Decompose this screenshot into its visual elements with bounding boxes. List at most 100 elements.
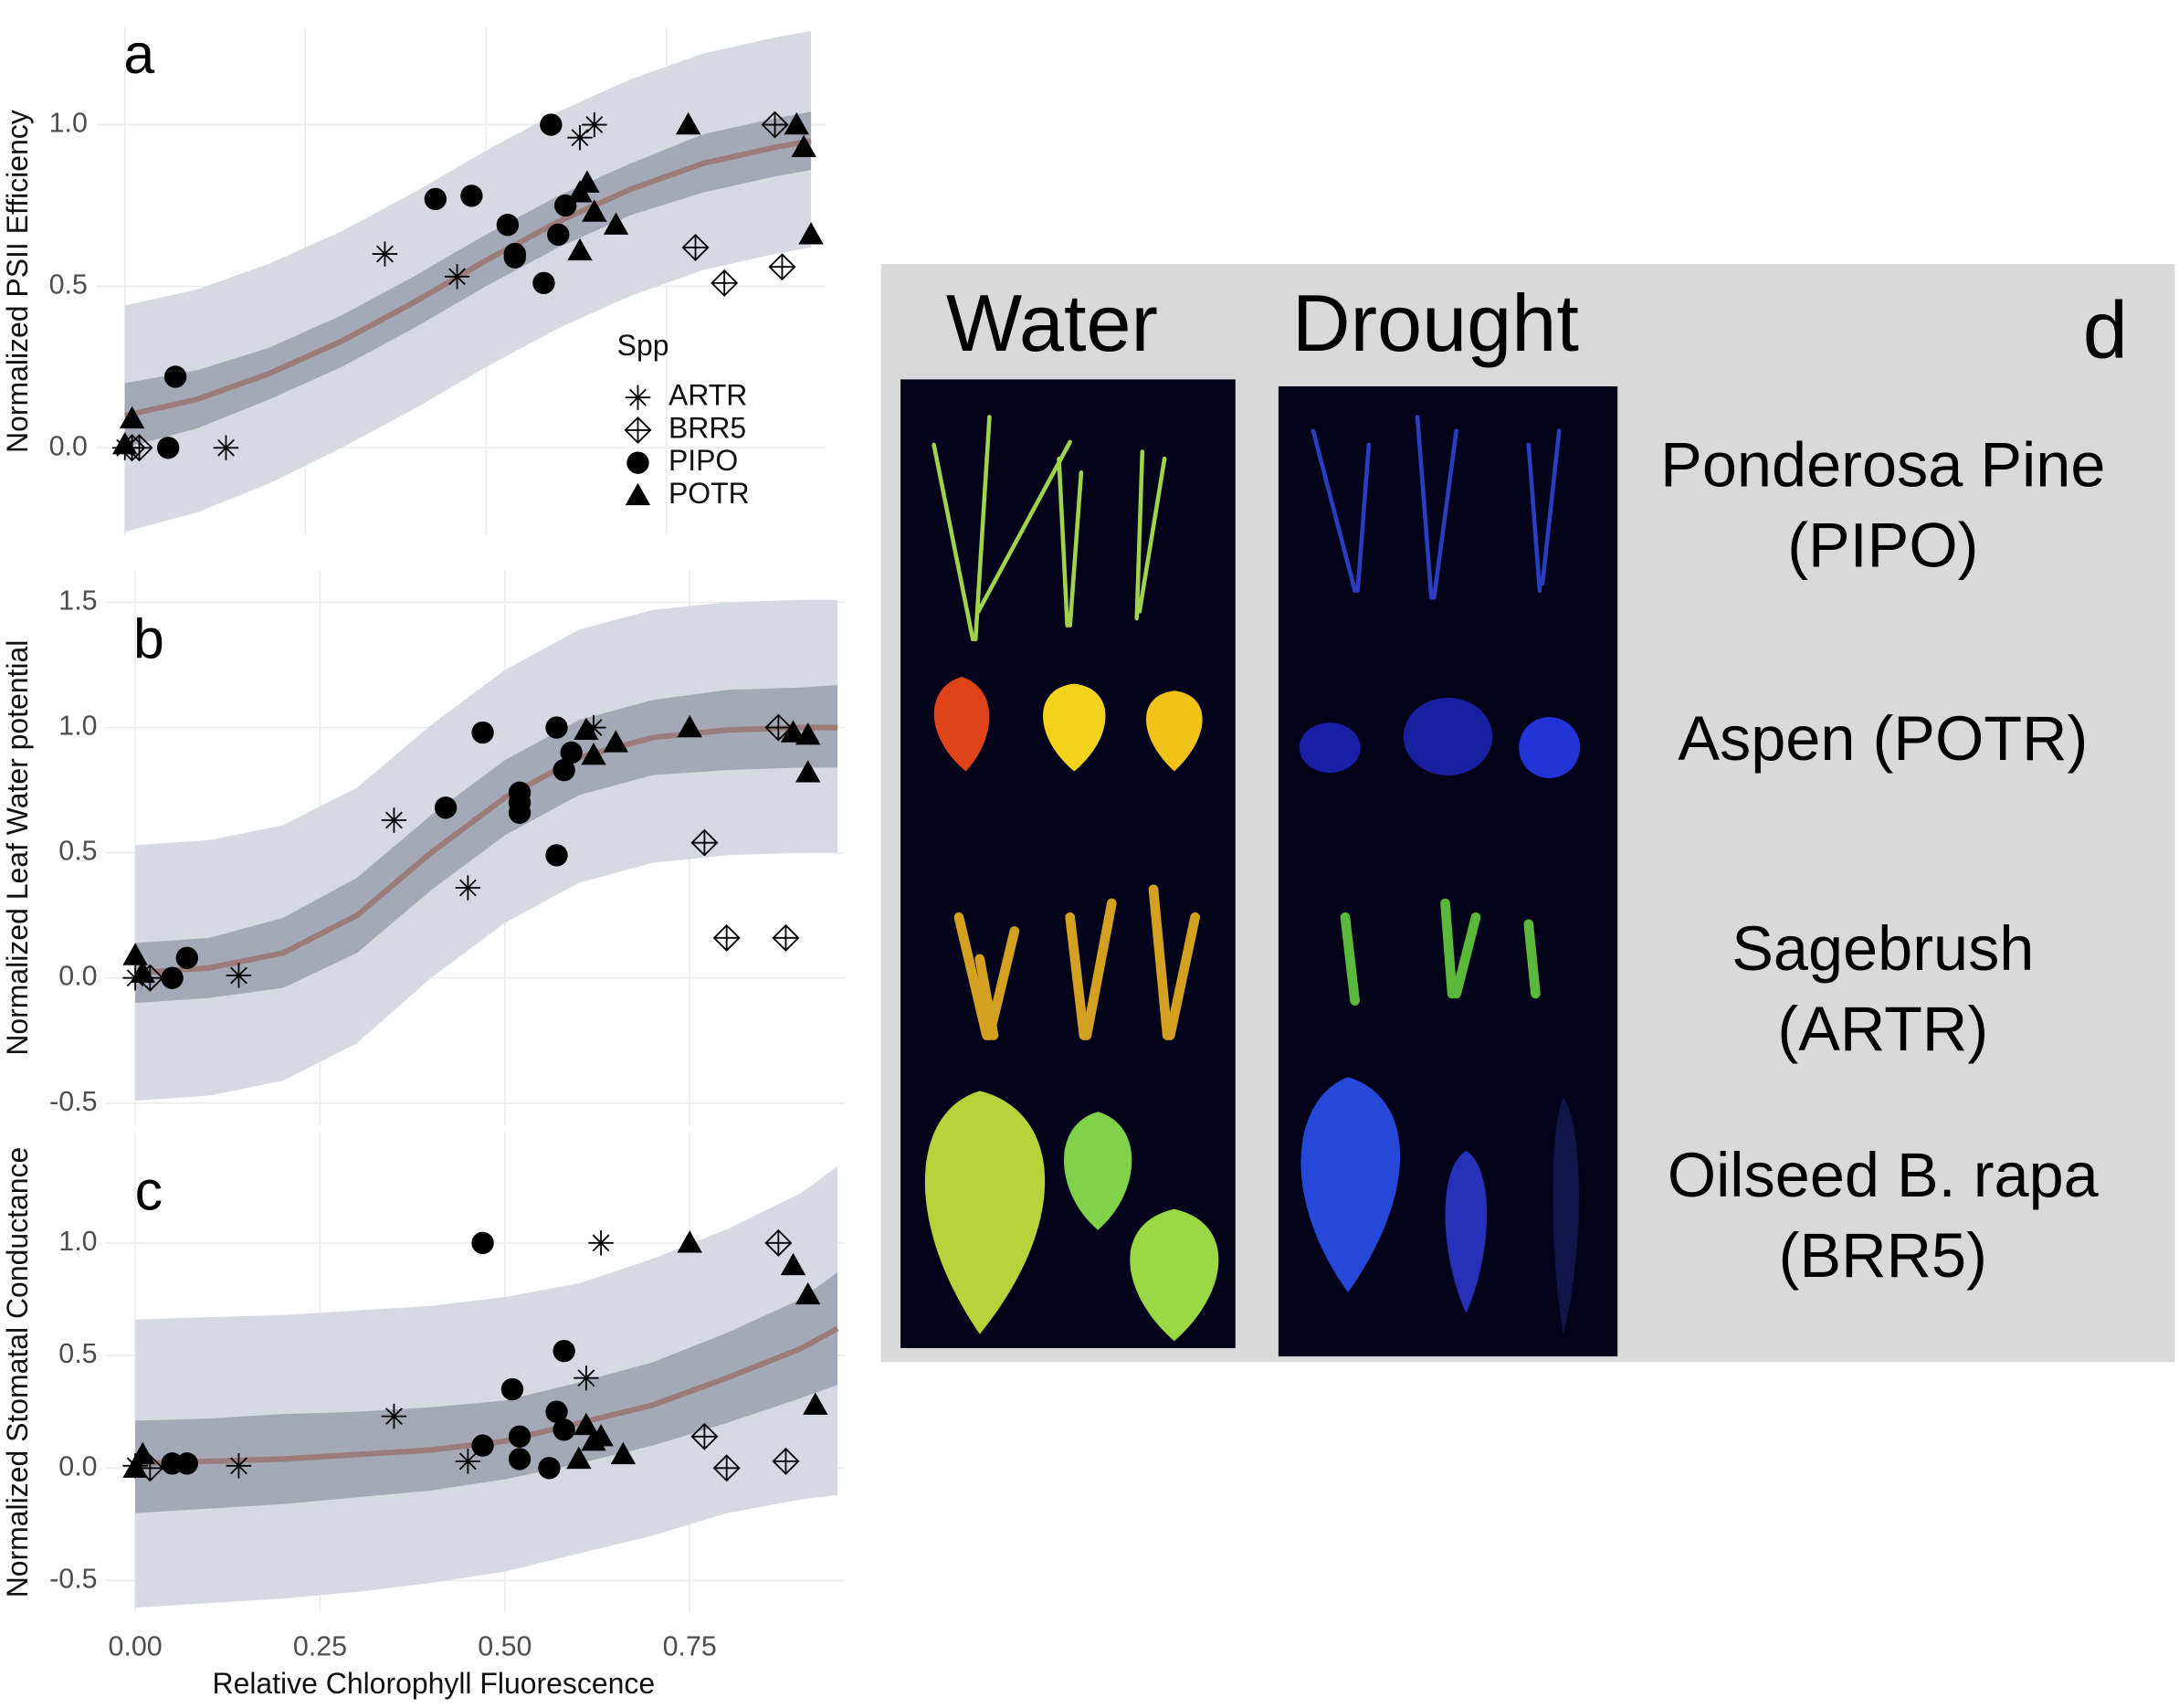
- row-label: Aspen (POTR): [1678, 703, 2088, 774]
- point: [455, 1449, 481, 1474]
- y-axis-title: Normalized Stomatal Conductance: [1, 1147, 34, 1598]
- row-label: (ARTR): [1777, 994, 1988, 1064]
- point: [574, 717, 599, 740]
- point: [772, 923, 800, 952]
- point: [553, 1418, 575, 1441]
- point: [161, 966, 184, 989]
- y-tick-label: 0.0: [58, 961, 97, 992]
- fit-line: [135, 1325, 839, 1467]
- point: [603, 212, 629, 235]
- point: [795, 760, 821, 783]
- point: [119, 406, 145, 429]
- point: [112, 432, 138, 455]
- point: [540, 113, 563, 136]
- point: [122, 1455, 148, 1478]
- panel-d: d Water Drought Ponderosa Pine (PIPO) Aspen (…: [880, 264, 2175, 1363]
- point: [681, 233, 710, 261]
- point: [582, 111, 607, 138]
- confidence-band: [135, 1271, 838, 1513]
- y-axis-title: Normalized Leaf Water potential: [1, 640, 34, 1056]
- panel-tag: d: [2083, 285, 2128, 375]
- point: [226, 963, 252, 988]
- y-axis-title: Normalized PSII Efficiency: [1, 110, 34, 453]
- y-tick-label: 0.5: [58, 836, 97, 867]
- legend-marker: [625, 385, 651, 410]
- point: [610, 1441, 637, 1465]
- point: [434, 796, 458, 819]
- point: [545, 1400, 568, 1423]
- point: [581, 743, 606, 765]
- point: [508, 1425, 532, 1448]
- y-tick-label: -0.5: [49, 1564, 97, 1595]
- column-label: Water: [946, 278, 1158, 368]
- point: [175, 946, 198, 969]
- point: [508, 801, 532, 824]
- point: [764, 1228, 793, 1257]
- point: [471, 721, 494, 744]
- point: [690, 1422, 719, 1450]
- point: [582, 199, 607, 222]
- point: [560, 741, 583, 764]
- point: [508, 1448, 532, 1471]
- legend-label: POTR: [668, 477, 750, 510]
- point: [803, 1392, 828, 1415]
- point: [532, 271, 555, 295]
- x-axis-title: Relative Chlorophyll Fluorescence: [213, 1667, 656, 1700]
- row-label: (PIPO): [1787, 511, 1978, 581]
- point: [780, 720, 806, 743]
- point: [381, 1403, 407, 1429]
- fit-line: [124, 138, 812, 418]
- point: [547, 223, 570, 246]
- point: [677, 1230, 702, 1253]
- point: [581, 714, 606, 741]
- x-tick-label: 0.00: [109, 1631, 163, 1662]
- point: [712, 923, 741, 952]
- point: [496, 214, 520, 237]
- legend-label: BRR5: [668, 411, 746, 444]
- point: [690, 828, 719, 857]
- water-plants: [924, 415, 1219, 1342]
- y-tick-label: -0.5: [49, 1086, 97, 1117]
- point: [574, 1365, 599, 1391]
- point: [764, 713, 793, 742]
- point: [780, 1252, 806, 1276]
- point: [213, 435, 239, 460]
- panel-tag: c: [135, 1160, 163, 1222]
- y-tick-label: 1.0: [58, 1226, 97, 1257]
- legend-marker: [625, 482, 651, 506]
- row-label: Sagebrush: [1732, 913, 2034, 984]
- point: [772, 1447, 800, 1475]
- x-tick-label: 0.25: [293, 1631, 347, 1662]
- point: [588, 1424, 614, 1447]
- panel-tag: b: [133, 608, 164, 670]
- y-tick-label: 1.0: [49, 108, 88, 139]
- point: [567, 237, 593, 261]
- drought-plants: [1299, 415, 1581, 1334]
- point: [574, 1412, 599, 1436]
- point: [795, 1281, 821, 1305]
- point: [675, 111, 701, 135]
- point: [768, 253, 796, 281]
- point: [712, 1454, 741, 1482]
- point: [553, 758, 575, 782]
- legend-label: ARTR: [668, 379, 747, 412]
- point: [567, 180, 593, 203]
- point: [444, 264, 470, 290]
- point: [798, 222, 824, 245]
- point: [455, 875, 481, 901]
- y-tick-label: 0.0: [49, 430, 88, 461]
- point: [503, 246, 526, 269]
- point: [500, 1377, 524, 1401]
- point: [761, 111, 789, 139]
- legend-title: Spp: [617, 329, 669, 362]
- point: [795, 722, 821, 745]
- y-tick-label: 1.5: [58, 585, 97, 617]
- point: [567, 125, 593, 151]
- point: [588, 1230, 614, 1256]
- point: [471, 1231, 494, 1255]
- point: [130, 960, 155, 983]
- point: [471, 1434, 494, 1457]
- row-label: (BRR5): [1779, 1220, 1987, 1291]
- point: [711, 269, 739, 297]
